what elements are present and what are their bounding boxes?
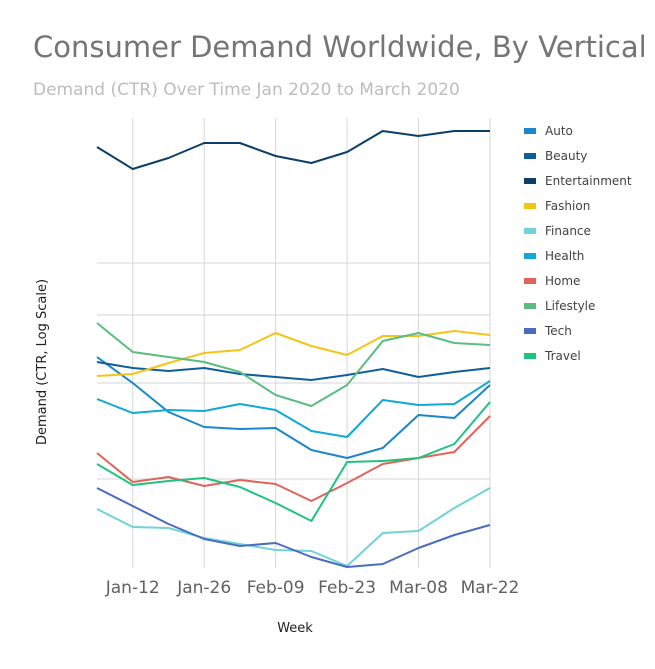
x-tick-label: Mar-08 (389, 578, 448, 598)
legend-label: Lifestyle (545, 299, 595, 313)
legend-swatch (524, 178, 536, 184)
series-line-travel (96, 401, 491, 522)
chart-title: Consumer Demand Worldwide, By Vertical (33, 30, 647, 64)
chart-legend: Auto Beauty Entertainment Fashion Finance Hea… (524, 124, 632, 363)
legend-swatch (524, 203, 536, 209)
legend-label: Home (545, 274, 580, 288)
series-line-beauty (96, 361, 491, 381)
series-line-auto (96, 356, 491, 459)
legend-swatch (524, 253, 536, 259)
x-tick-label: Feb-09 (247, 578, 305, 598)
series-line-lifestyle (96, 322, 491, 407)
legend-swatch (524, 353, 536, 359)
legend-swatch (524, 278, 536, 284)
chart-series-lines (96, 130, 491, 568)
series-line-health (96, 380, 491, 438)
legend-label: Fashion (545, 199, 590, 213)
x-tick-label: Jan-12 (105, 578, 160, 598)
y-axis-label: Demand (CTR, Log Scale) (35, 279, 50, 445)
series-line-entertainment (96, 130, 490, 170)
series-line-tech (96, 487, 491, 568)
legend-swatch (524, 128, 536, 134)
x-axis-label: Week (277, 621, 313, 636)
x-axis-ticks: Jan-12 Jan-26 Feb-09 Feb-23 Mar-08 Mar-22 (105, 578, 520, 598)
chart-subtitle: Demand (CTR) Over Time Jan 2020 to March… (33, 80, 460, 100)
x-tick-label: Mar-22 (461, 578, 520, 598)
legend-swatch (524, 303, 536, 309)
legend-label: Tech (544, 324, 572, 338)
legend-label: Health (545, 249, 584, 263)
legend-label: Finance (545, 224, 591, 238)
x-tick-label: Feb-23 (318, 578, 376, 598)
legend-label: Entertainment (545, 174, 632, 188)
legend-swatch (524, 328, 536, 334)
legend-swatch (524, 153, 536, 159)
series-line-finance (96, 487, 491, 567)
legend-label: Auto (545, 124, 573, 138)
chart-grid (97, 118, 491, 568)
legend-label: Beauty (545, 149, 587, 163)
series-line-home (96, 415, 491, 502)
legend-label: Travel (544, 349, 581, 363)
x-tick-label: Jan-26 (176, 578, 231, 598)
legend-swatch (524, 228, 536, 234)
